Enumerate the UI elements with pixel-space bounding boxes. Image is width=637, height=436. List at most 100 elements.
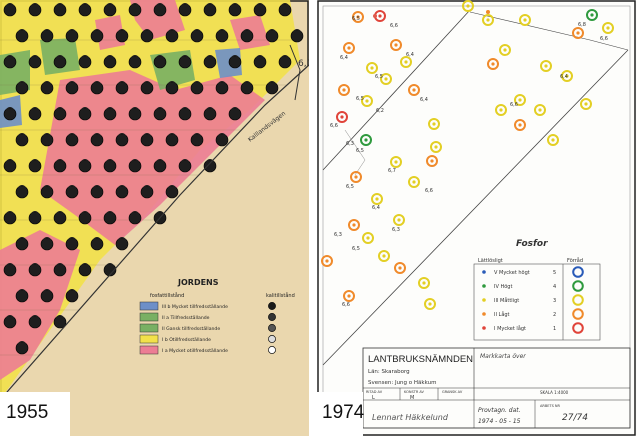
sample-value: 6,7 xyxy=(388,168,396,174)
sample-point xyxy=(514,94,526,106)
sample-value: 6,6 xyxy=(510,102,518,108)
sample-point xyxy=(371,193,383,205)
sample-symbol xyxy=(15,133,29,147)
field-boundary xyxy=(0,64,310,401)
sample-symbol xyxy=(53,3,67,17)
sample-symbol xyxy=(28,3,42,17)
sample-point xyxy=(352,11,364,23)
sample-symbol xyxy=(128,55,142,69)
sample-symbol xyxy=(90,185,104,199)
sample-symbol xyxy=(115,133,129,147)
right-paper-background xyxy=(317,0,637,436)
sample-point xyxy=(580,98,592,110)
sample-symbol xyxy=(78,211,92,225)
legend-row: I a Mycket otillfredsställande xyxy=(139,345,276,355)
field-line-3 xyxy=(469,11,629,51)
sample-value: 6,6 xyxy=(330,123,338,129)
sample-symbol xyxy=(65,185,79,199)
legend-label: III Måttligt xyxy=(494,297,519,304)
legend-row: II a Tillfredsställande xyxy=(139,312,276,322)
unmapped-area xyxy=(0,65,309,436)
sample-symbol xyxy=(103,263,117,277)
sample-symbol xyxy=(53,315,67,329)
sample-symbol xyxy=(3,159,17,173)
sample-value: 6,4 xyxy=(420,97,428,103)
sample-symbol xyxy=(165,133,179,147)
sample-symbol xyxy=(278,55,292,69)
sample-value: 6,3 xyxy=(334,232,342,238)
sample-date: 1974 - 05 - 15 xyxy=(478,418,521,425)
sample-symbol xyxy=(15,289,29,303)
panel-divider xyxy=(309,0,317,436)
sample-symbol xyxy=(65,81,79,95)
sample-symbol xyxy=(165,29,179,43)
legend-label: I Mycket lågt xyxy=(494,325,526,332)
sample-symbol xyxy=(78,159,92,173)
sample-symbol xyxy=(40,185,54,199)
legend-title: JORDENS xyxy=(177,278,219,287)
legend-number: 4 xyxy=(553,284,556,290)
sample-symbol xyxy=(228,3,242,17)
sample-point xyxy=(343,42,355,54)
field-line-1 xyxy=(322,9,471,171)
sample-point xyxy=(424,298,436,310)
sample-symbol xyxy=(3,315,17,329)
legend-swatch xyxy=(139,334,159,344)
sample-symbol xyxy=(203,3,217,17)
sample-symbol xyxy=(203,159,217,173)
sample-symbol xyxy=(53,55,67,69)
col-drawn-by: RITAD AV xyxy=(366,390,383,394)
sample-symbol xyxy=(78,263,92,277)
sample-point xyxy=(586,9,598,21)
field-line-2 xyxy=(322,49,629,366)
sample-symbol xyxy=(140,29,154,43)
sample-symbol xyxy=(115,81,129,95)
sample-point xyxy=(360,134,372,146)
sample-symbol xyxy=(178,159,192,173)
legend-dot xyxy=(482,326,486,330)
drawn-by-value: L xyxy=(372,395,375,401)
sample-point xyxy=(393,214,405,226)
sample-point xyxy=(561,70,573,82)
sample-symbol xyxy=(153,159,167,173)
right-frame xyxy=(317,0,636,436)
sample-symbol xyxy=(115,185,129,199)
legend-right-header: kalitillstånd xyxy=(266,292,295,299)
sample-point xyxy=(350,171,362,183)
sample-symbol xyxy=(140,133,154,147)
sample-value: 6,3 xyxy=(392,227,400,233)
legend-ring xyxy=(572,322,584,334)
sample-symbol xyxy=(278,3,292,17)
legend-symbol xyxy=(268,302,276,310)
legend-label: III b Mycket tillfredsställande xyxy=(162,304,228,310)
legend-label: II Gansk tillfredsställande xyxy=(162,326,220,332)
sample-point xyxy=(366,62,378,74)
sample-point xyxy=(426,155,438,167)
legend-dot xyxy=(482,312,486,316)
sample-value: 6,4 xyxy=(406,52,414,58)
sample-symbol xyxy=(15,81,29,95)
sample-point xyxy=(408,84,420,96)
sample-symbol xyxy=(78,55,92,69)
sample-point xyxy=(428,118,440,130)
legend-number: 2 xyxy=(553,312,556,318)
county-line: Län: Skaraborg xyxy=(368,369,410,375)
sample-symbol xyxy=(128,3,142,17)
legend-symbol xyxy=(268,313,276,321)
sample-point xyxy=(519,14,531,26)
legend-ring xyxy=(572,308,584,320)
sample-date-label: Provtagn. dat. xyxy=(478,407,521,414)
sample-value: 6,4 xyxy=(372,205,380,211)
legend-right-header: Förråd xyxy=(567,257,583,264)
sample-symbol xyxy=(215,81,229,95)
sample-symbol xyxy=(15,237,29,251)
property-line: Svensen: Jung o Häkkum xyxy=(368,380,436,386)
sample-symbol xyxy=(53,263,67,277)
sample-symbol xyxy=(40,133,54,147)
sample-symbol xyxy=(90,133,104,147)
legend-ring xyxy=(572,294,584,306)
sample-point xyxy=(408,176,420,188)
sample-value: 6,6 xyxy=(342,302,350,308)
col-constructed-by: KONSTR AV xyxy=(404,390,425,394)
sample-point xyxy=(430,141,442,153)
